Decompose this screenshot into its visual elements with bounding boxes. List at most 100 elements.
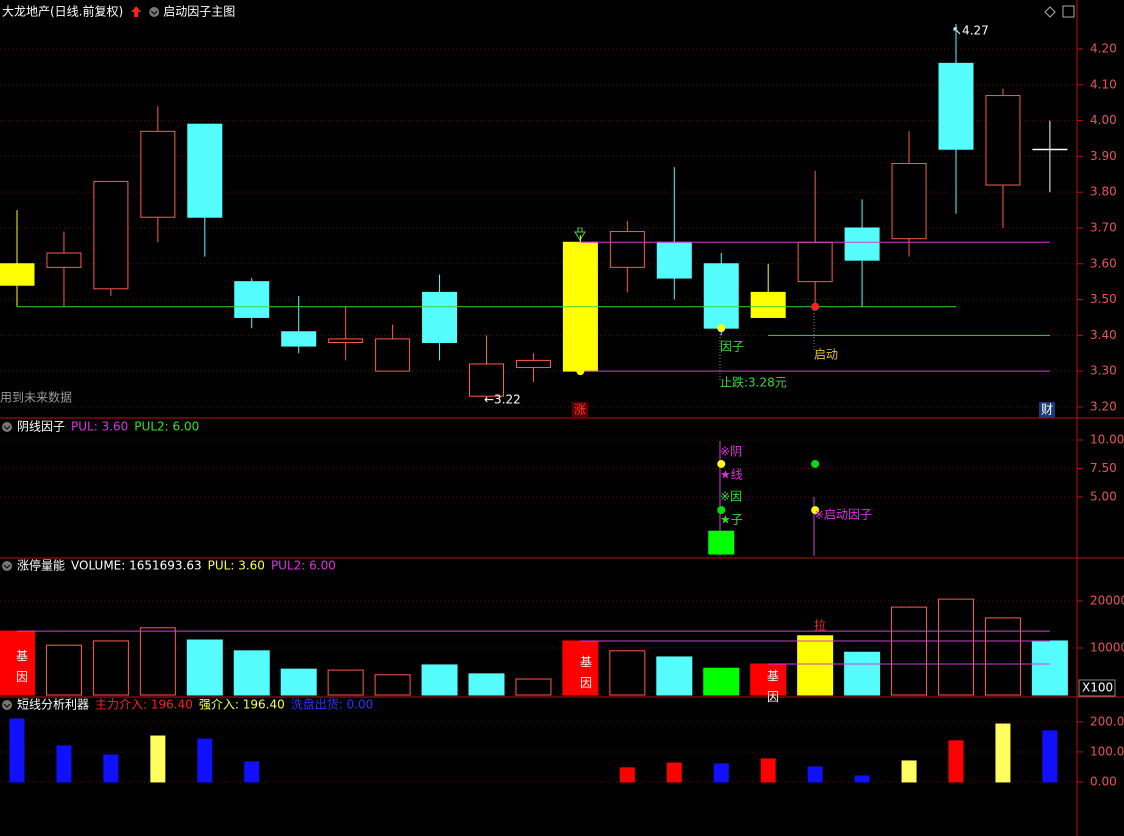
annotation: ※因 [720, 490, 742, 504]
bar [374, 674, 411, 696]
panel-title: 涨停量能 [17, 558, 65, 573]
bar [854, 775, 870, 783]
menu-chevron [3, 564, 11, 569]
menu-chevron [150, 10, 158, 15]
legend-entry: 洗盘出货: 0.00 [291, 697, 374, 712]
bar [901, 760, 917, 783]
bar [713, 763, 729, 783]
annotation-char: 基 [16, 649, 28, 663]
bar [327, 669, 364, 696]
y-tick-label: 3.60 [1090, 256, 1117, 270]
annotation: ←3.22 [484, 393, 521, 407]
y-tick-label: 200.00 [1090, 714, 1124, 728]
candle-body [469, 363, 504, 397]
bar [938, 598, 974, 696]
y-tick-label: 3.30 [1090, 364, 1117, 378]
chart-title: 大龙地产(日线.前复权) [2, 4, 123, 19]
y-tick-label: 5.00 [1090, 490, 1117, 504]
annotation: ↖4.27 [952, 24, 989, 38]
badge [572, 402, 588, 418]
signal-dot [717, 324, 726, 333]
candle-body [985, 95, 1021, 186]
candle-body [797, 241, 833, 283]
candle-body [140, 130, 176, 218]
legend-entry: 启动因子主图 [163, 5, 235, 19]
menu-icon[interactable] [2, 700, 12, 710]
candle-body [656, 241, 692, 279]
signal-dot [576, 367, 585, 376]
annotation-char: 因 [767, 690, 779, 704]
y-tick-label: 3.20 [1090, 399, 1117, 413]
bar [750, 663, 787, 696]
candle-body [609, 231, 645, 268]
menu-chevron [3, 425, 11, 430]
legend-entry: 主力介入: 196.40 [95, 698, 193, 712]
toolbar-icon[interactable] [1062, 5, 1075, 18]
annotation: ※启动因子 [814, 508, 872, 522]
menu-icon[interactable] [149, 7, 160, 17]
bar [103, 754, 119, 783]
y-tick-label: 0.00 [1090, 774, 1117, 788]
y-tick-label: 3.90 [1090, 149, 1117, 163]
y-tick-label: 3.50 [1090, 292, 1117, 306]
candle-body [0, 263, 35, 286]
candle-body [93, 180, 129, 290]
bar [0, 630, 35, 696]
bar [56, 745, 72, 783]
legend-entry: VOLUME: 1651693.63 [71, 559, 202, 573]
candle-body [891, 163, 927, 240]
candle-body [938, 62, 974, 150]
annotation: 启动 [814, 348, 838, 362]
candle-body [46, 252, 82, 268]
candle-body [187, 123, 223, 218]
candle-body [750, 291, 786, 318]
legend-entry: PUL2: 6.00 [271, 559, 336, 573]
annotation: ★子 [720, 513, 743, 527]
adjust-icon[interactable] [131, 6, 142, 17]
bar [280, 668, 317, 696]
y-tick-label: 4.20 [1090, 42, 1117, 56]
bar [233, 650, 270, 696]
y-tick-label: 20000 [1090, 594, 1124, 608]
bar [92, 640, 129, 696]
annotation: ★线 [720, 468, 743, 482]
bar [995, 723, 1011, 783]
annotation: 财 [1041, 403, 1053, 417]
candle-body [703, 263, 739, 329]
bar [197, 738, 213, 783]
y-tick-label: 7.50 [1090, 461, 1117, 475]
bar [609, 650, 646, 696]
bar [844, 651, 881, 696]
candle-body [234, 281, 270, 318]
annotation-char: 基 [580, 655, 592, 669]
annotation: ※阴 [720, 445, 742, 459]
annotation: 基因 [16, 649, 28, 684]
bar [891, 606, 928, 696]
y-tick-label: 100.00 [1090, 744, 1124, 758]
bar [666, 762, 682, 783]
panel-title: 短线分析利器 [17, 698, 89, 712]
bar [421, 664, 458, 696]
bar [708, 530, 735, 555]
menu-chevron [3, 703, 11, 708]
legend-entry: PUL2: 6.00 [134, 420, 199, 434]
toolbar-icon[interactable] [1044, 6, 1056, 18]
badge [1039, 402, 1055, 418]
menu-icon[interactable] [2, 422, 12, 432]
y-tick-label: 10000 [1090, 641, 1124, 655]
bar [1031, 640, 1068, 696]
y-tick-label: 3.40 [1090, 328, 1117, 342]
annotation: 因子 [720, 340, 744, 354]
bar [468, 673, 505, 696]
candle-body [1032, 148, 1068, 151]
annotation: 止跌:3.28元 [720, 375, 787, 390]
bar [703, 667, 740, 696]
y-tick-label: 10.00 [1090, 433, 1124, 447]
menu-icon[interactable] [2, 561, 12, 571]
bar [9, 718, 25, 783]
annotation: 涨 [574, 402, 586, 417]
bar [984, 617, 1021, 696]
legend-entry: 强介入: 196.40 [199, 698, 285, 712]
bar [797, 635, 834, 696]
